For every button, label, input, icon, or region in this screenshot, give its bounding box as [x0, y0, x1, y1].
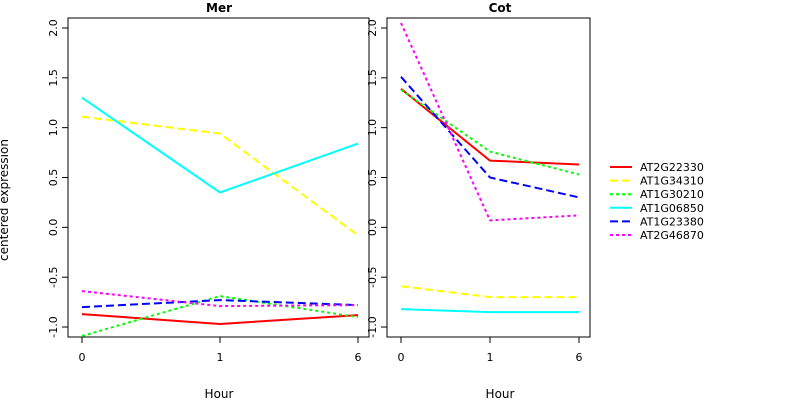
- y-tick-label: -1.0: [47, 316, 60, 337]
- series-line-at2g22330: [400, 88, 580, 166]
- legend-label: AT2G46870: [640, 229, 704, 242]
- series-line-at1g06850: [81, 96, 359, 194]
- y-tick-label: 1.0: [47, 119, 60, 137]
- x-tick-label: 6: [355, 351, 362, 364]
- legend-label: AT1G23380: [640, 215, 704, 228]
- series-line-at2g46870: [81, 290, 359, 308]
- panel-title-cot: Cot: [489, 1, 512, 15]
- series-line-at1g34310: [81, 115, 359, 237]
- y-tick-label: 0.5: [366, 169, 379, 187]
- y-tick-label: 0.5: [47, 169, 60, 187]
- series-line-at1g30210: [400, 88, 580, 176]
- series-line-at1g34310: [400, 285, 579, 299]
- y-tick-label: 1.5: [47, 69, 60, 87]
- y-axis-label: centered expression: [0, 139, 11, 261]
- y-tick-label: 0.0: [366, 219, 379, 237]
- x-tick-label: 1: [487, 351, 494, 364]
- y-tick-label: -0.5: [47, 266, 60, 287]
- y-tick-label: 1.0: [366, 119, 379, 137]
- x-tick-label: 0: [79, 351, 86, 364]
- legend-label: AT1G06850: [640, 202, 704, 215]
- legend-label: AT2G22330: [640, 161, 704, 174]
- legend-label: AT1G30210: [640, 188, 704, 201]
- panel-cot: -1.0 -0.5 0.0 0.5 1.0 1.5 2.0 0 1 6: [366, 17, 591, 364]
- series-line-at1g06850: [400, 308, 579, 314]
- plot-frame: [67, 17, 370, 338]
- x-tick-label: 1: [217, 351, 224, 364]
- panel-mer: -1.0 -0.5 0.0 0.5 1.0 1.5 2.0 0 1 6: [47, 17, 370, 364]
- series-line-at2g22330: [81, 313, 359, 326]
- series-line-at2g46870: [400, 22, 580, 222]
- x-tick-label: 6: [576, 351, 583, 364]
- y-tick-label: 2.0: [366, 19, 379, 37]
- panel-title-mer: Mer: [206, 1, 232, 15]
- legend-label: AT1G34310: [640, 175, 704, 188]
- series-line-at1g23380: [400, 76, 580, 199]
- x-axis-label-mer: Hour: [205, 387, 234, 400]
- x-axis-label-cot: Hour: [486, 387, 515, 400]
- series-line-at1g23380: [81, 299, 359, 309]
- y-tick-label: 1.5: [366, 69, 379, 87]
- y-tick-label: -1.0: [366, 316, 379, 337]
- y-tick-label: -0.5: [366, 266, 379, 287]
- legend: AT2G22330AT1G34310AT1G30210AT1G06850AT1G…: [610, 161, 704, 242]
- series-line-at1g30210: [81, 295, 359, 337]
- y-tick-label: 0.0: [47, 219, 60, 237]
- y-tick-label: 2.0: [47, 19, 60, 37]
- x-tick-label: 0: [398, 351, 405, 364]
- plot-panels: -1.0 -0.5 0.0 0.5 1.0 1.5 2.0 0 1 6 -1.0 -0.5 0.0 0.5…: [47, 17, 591, 364]
